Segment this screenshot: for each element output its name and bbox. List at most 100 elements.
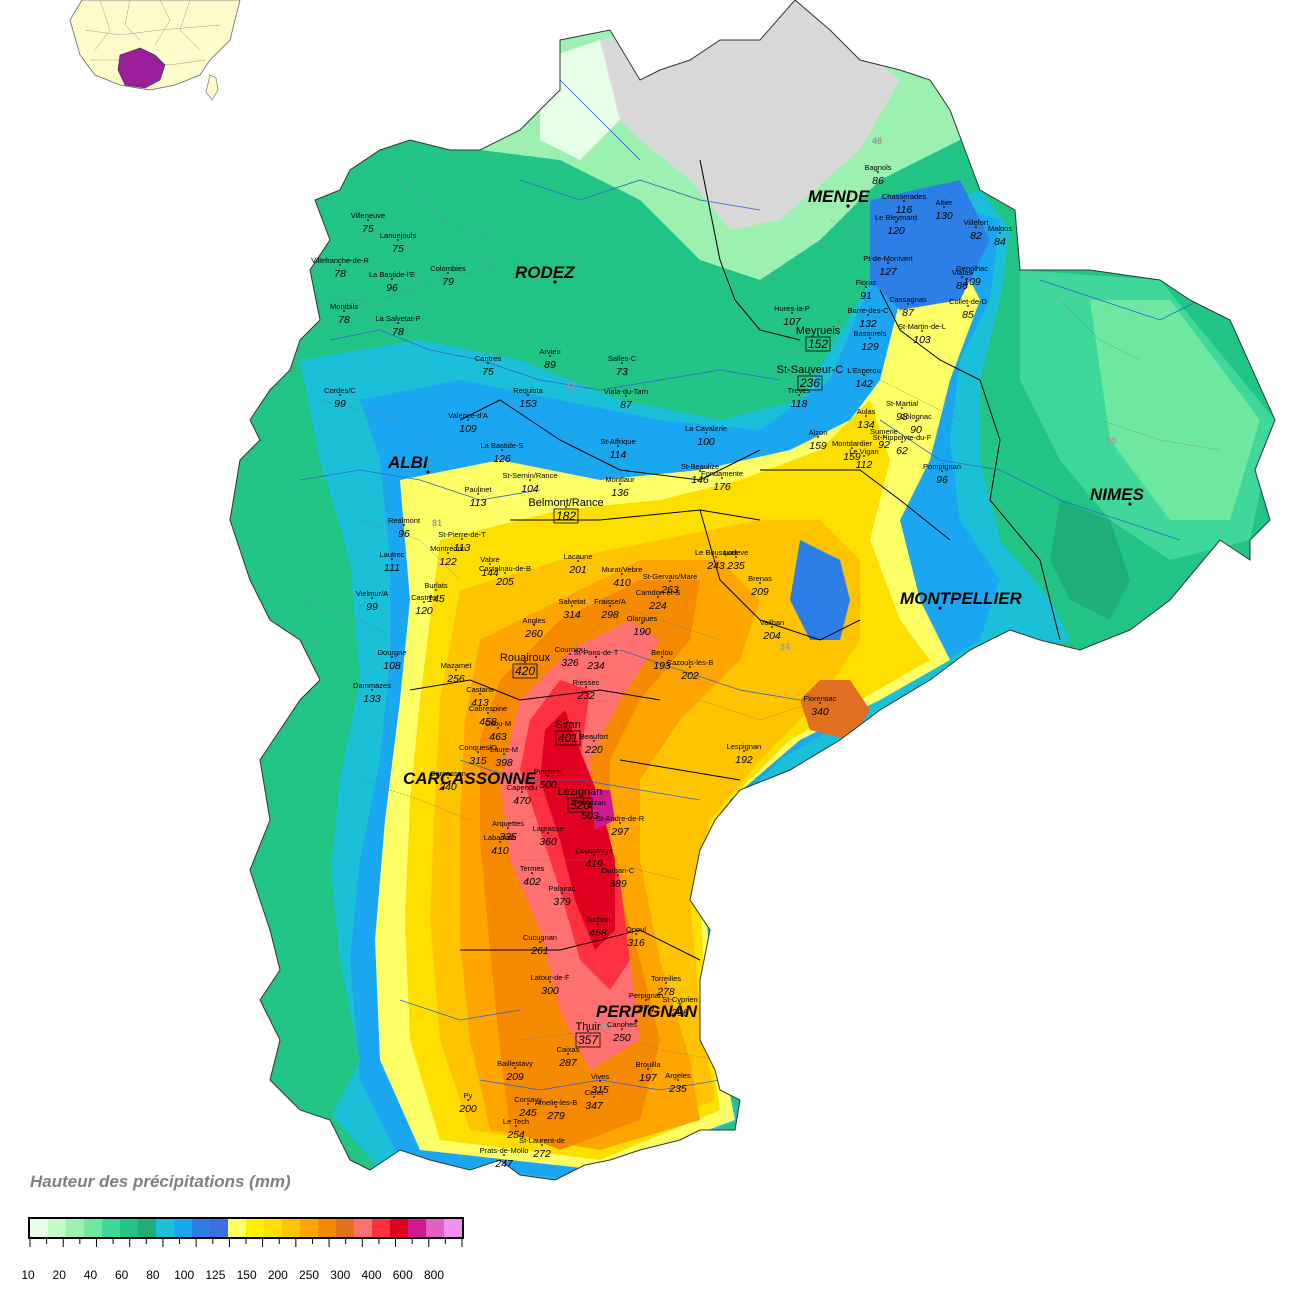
- station-value-box: [512, 663, 538, 679]
- station-name: Meyrueis: [796, 325, 841, 337]
- city-label: RODEZ: [515, 263, 575, 282]
- station-marker: Valence-d'A 109: [448, 411, 488, 435]
- station-marker: Castres 120: [411, 593, 437, 617]
- station-name: Durban-C: [602, 866, 635, 875]
- station-dot: [555, 1106, 557, 1108]
- station-marker: Paulinet 113: [464, 485, 492, 509]
- city-dot: [938, 606, 942, 610]
- station-dot: [529, 479, 531, 481]
- station-value: 245: [518, 1107, 537, 1119]
- station-value: 272: [532, 1148, 551, 1160]
- station-dot: [621, 1028, 623, 1030]
- station-value: 82: [970, 230, 982, 242]
- legend-color-bar: [28, 1217, 464, 1239]
- station-value: 263: [660, 584, 679, 596]
- station-value: 190: [633, 626, 651, 638]
- station-marker: Fabrezan 503: [574, 798, 606, 822]
- station-value: 413: [471, 697, 489, 709]
- station-marker: Arquettes 335: [492, 819, 524, 843]
- station-marker: Villefort 82: [964, 218, 990, 242]
- station-marker: Cucugnan 261: [523, 933, 557, 957]
- station-dot: [699, 470, 701, 472]
- station-value: 357: [578, 1033, 599, 1047]
- station-dot: [343, 310, 345, 312]
- station-name: Conques/O: [459, 743, 497, 752]
- station-name: Caixas: [557, 1045, 580, 1054]
- station-name: Termes: [520, 864, 545, 873]
- station-marker: Capendu 470: [507, 783, 537, 807]
- station-marker: Le Bleymard 120: [875, 213, 917, 237]
- station-name: Beaufort: [580, 732, 609, 741]
- city-dot: [1128, 502, 1132, 506]
- station-name: Puichelo: [534, 767, 563, 776]
- legend-title: Hauteur des précipitations (mm): [30, 1172, 291, 1191]
- station-value: 220: [584, 744, 603, 756]
- station-value: 100: [697, 436, 715, 448]
- station-marker: Collet-de-D 85: [949, 297, 988, 321]
- department-number: 30: [1106, 436, 1116, 446]
- station-value: 87: [902, 307, 915, 319]
- legend-swatch: [228, 1219, 246, 1237]
- station-value: 193: [653, 660, 671, 672]
- station-marker: Olargues 190: [627, 614, 658, 638]
- station-dot: [903, 200, 905, 202]
- city-label: MONTPELLIER: [900, 589, 1023, 608]
- rivers: [299, 79, 1201, 1091]
- legend-swatch: [444, 1219, 462, 1237]
- station-name: Hures-la-P: [774, 304, 810, 313]
- legend-label: 100: [174, 1268, 195, 1282]
- station-value: 300: [541, 985, 559, 997]
- station-name: Le Bousquet: [695, 548, 738, 557]
- station-marker: Malons 84: [988, 224, 1012, 248]
- station-marker: St-Cyprien 296: [662, 995, 697, 1019]
- station-marker: St-Hippolyte-du-F 62: [873, 433, 932, 457]
- station-marker: Montdardier 159: [832, 439, 873, 463]
- station-marker: La Bastide-S 126: [481, 441, 524, 465]
- station-name: Sumene: [870, 427, 898, 436]
- station-value: 96: [936, 474, 948, 486]
- station-marker: St-Sernin/Rance 104: [502, 471, 557, 495]
- station-dot: [867, 314, 869, 316]
- station-name: Dammazes: [353, 681, 391, 690]
- station-name: Laure-M: [490, 745, 518, 754]
- station-dot: [514, 1067, 516, 1069]
- station-value-box: [555, 730, 581, 746]
- station-name: Castres: [411, 593, 437, 602]
- station-dot: [521, 791, 523, 793]
- station-marker: Villefranche-de-R 78: [311, 256, 369, 280]
- station-name: Lagrasse: [533, 824, 564, 833]
- station-marker: Riessec 232: [573, 678, 600, 702]
- station-value: 90: [910, 424, 922, 436]
- station-name: Cassagnas: [889, 295, 927, 304]
- station-value: 136: [611, 487, 629, 499]
- station-marker: Vailhan 204: [760, 618, 784, 642]
- legend-swatch: [48, 1219, 66, 1237]
- station-dot: [619, 822, 621, 824]
- city-dot: [846, 204, 850, 208]
- station-name: Perpignan: [629, 991, 663, 1000]
- station-name: Pt-de-Montvert: [863, 254, 914, 263]
- station-value: 500: [539, 779, 557, 791]
- france-inset-map: [69, 0, 241, 101]
- station-name: Collet-de-D: [949, 297, 988, 306]
- station-name: L'Esperou: [847, 366, 881, 375]
- station-value: 232: [576, 690, 595, 702]
- station-value: 192: [735, 754, 753, 766]
- station-name: Castelnau-de-B: [479, 564, 531, 573]
- station-dot: [447, 272, 449, 274]
- station-dot: [489, 563, 491, 565]
- station-marker: Argeles 235: [665, 1071, 691, 1095]
- station-dot: [669, 580, 671, 582]
- station-marker: Lanuejouls 75: [380, 231, 417, 255]
- station-name: Amelie-les-B: [535, 1098, 578, 1107]
- station-dot: [499, 841, 501, 843]
- station-value: 111: [384, 562, 400, 574]
- station-value: 89: [544, 359, 556, 371]
- station-marker: Lespignan 192: [727, 742, 762, 766]
- station-value: 240: [438, 781, 457, 793]
- station-marker: Salles-C 73: [608, 354, 637, 378]
- station-marker: Labastide 410: [484, 833, 517, 857]
- station-value: 316: [627, 937, 645, 949]
